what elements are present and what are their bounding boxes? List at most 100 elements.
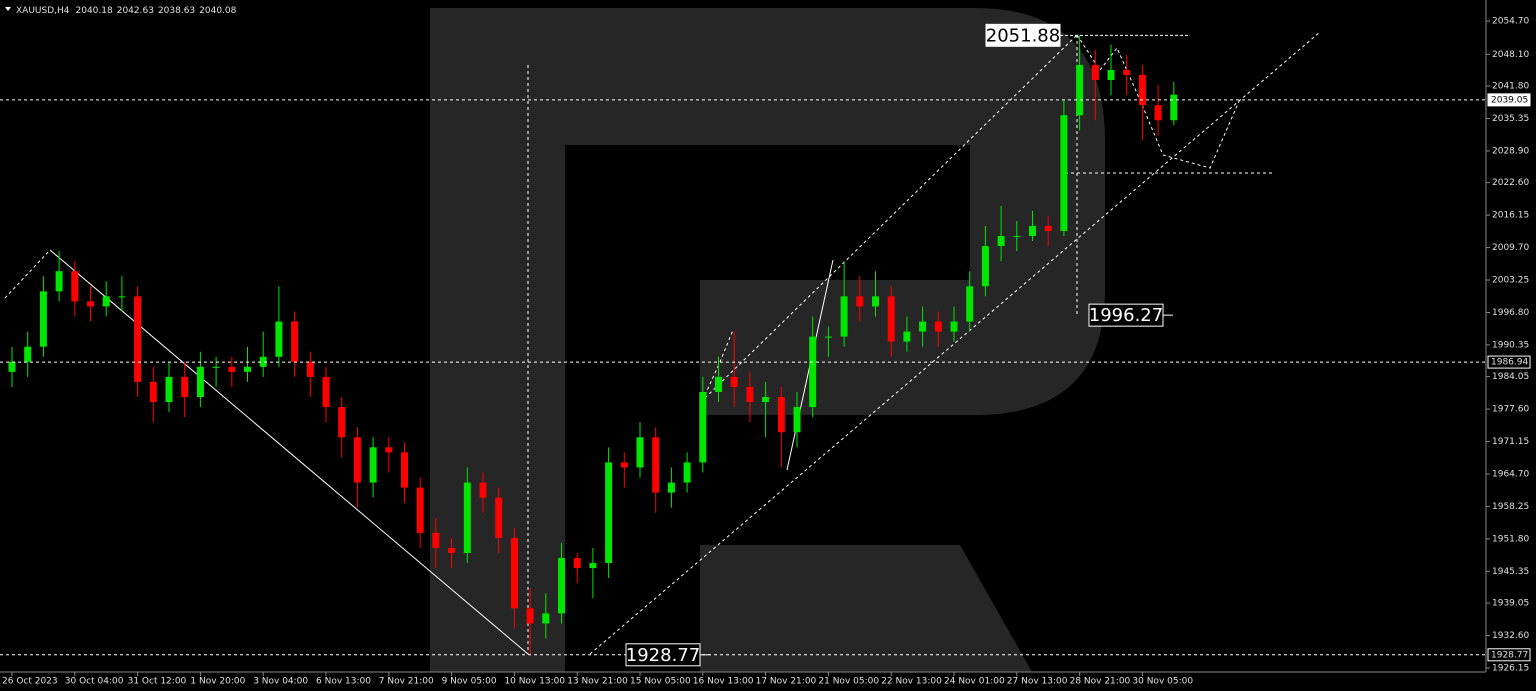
candle-body xyxy=(212,366,220,368)
candle-body xyxy=(369,447,377,483)
annotation-label: 1996.27 xyxy=(1089,305,1163,326)
y-tick-label: 2035.35 xyxy=(1492,114,1529,124)
x-tick-label: 21 Nov 05:00 xyxy=(818,677,879,687)
candle-body xyxy=(244,366,251,372)
annotation-box xyxy=(1088,303,1164,327)
x-tick-label: 31 Oct 12:00 xyxy=(128,677,187,687)
candle-body xyxy=(620,462,628,468)
candle-body xyxy=(1044,225,1052,231)
candle-body xyxy=(322,376,330,408)
x-tick-label: 30 Oct 04:00 xyxy=(65,677,124,687)
candle-body xyxy=(605,462,613,564)
candle-body xyxy=(699,391,707,463)
candle-body xyxy=(479,482,487,498)
candle-body xyxy=(385,447,393,453)
candle-body xyxy=(416,487,424,533)
candle-body xyxy=(981,246,989,287)
candle-body xyxy=(1091,64,1099,81)
candle-body xyxy=(856,296,864,307)
x-tick-label: 30 Nov 05:00 xyxy=(1132,677,1193,687)
y-tick-label: 2028.90 xyxy=(1492,146,1529,156)
y-tick-label: 2022.60 xyxy=(1492,178,1529,188)
price-tag xyxy=(1487,355,1531,369)
x-tick-label: 26 Oct 2023 xyxy=(2,677,58,687)
candle-body xyxy=(919,321,927,332)
candle-body xyxy=(950,321,958,332)
candle-body xyxy=(1013,235,1021,237)
price-tag-label: 1928.77 xyxy=(1491,650,1528,660)
symbol: XAUUSD,H4 xyxy=(16,6,70,16)
candle-body xyxy=(1060,115,1068,231)
candle-body xyxy=(667,482,675,493)
candle-body xyxy=(762,397,770,403)
candle-body xyxy=(306,361,314,377)
x-tick-label: 24 Nov 01:00 xyxy=(944,677,1005,687)
candle-body xyxy=(353,437,361,483)
candle-body xyxy=(573,558,581,569)
y-tick-label: 2009.70 xyxy=(1492,243,1529,253)
y-tick-label: 1977.60 xyxy=(1492,405,1529,415)
candle-body xyxy=(1076,64,1084,116)
candle-body xyxy=(71,271,79,302)
candle-body xyxy=(149,381,157,403)
candle-body xyxy=(715,376,722,392)
candle-body xyxy=(228,366,236,372)
candle-body xyxy=(118,296,126,298)
candle-body xyxy=(636,437,644,468)
y-tick-label: 2041.80 xyxy=(1492,82,1529,92)
candle-body xyxy=(1154,105,1162,121)
candle-body xyxy=(338,407,346,438)
price-tag xyxy=(1487,93,1531,107)
candle-body xyxy=(793,407,801,433)
y-tick-label: 1971.15 xyxy=(1492,437,1529,447)
watermark xyxy=(430,8,1105,672)
x-tick-label: 28 Nov 21:00 xyxy=(1070,677,1131,687)
price-tag-label: 2039.05 xyxy=(1491,95,1528,105)
candle-body xyxy=(196,366,204,398)
header-value: 2040.18 xyxy=(76,6,113,16)
annotation-label: 2051.88 xyxy=(986,25,1060,46)
menu-icon xyxy=(5,7,11,11)
y-tick-label: 1996.80 xyxy=(1492,308,1529,318)
candle-body xyxy=(432,532,440,548)
candle-body xyxy=(181,376,189,398)
y-tick-label: 1984.05 xyxy=(1492,372,1529,382)
header-value: 2042.63 xyxy=(117,6,154,16)
x-tick-label: 6 Nov 13:00 xyxy=(316,677,371,687)
x-tick-label: 27 Nov 13:00 xyxy=(1007,677,1068,687)
x-tick-label: 17 Nov 21:00 xyxy=(756,677,817,687)
candle-body xyxy=(903,331,911,342)
candle-body xyxy=(87,301,94,307)
candle-body xyxy=(840,296,848,337)
candle-body xyxy=(746,386,754,403)
y-tick-label: 2016.15 xyxy=(1492,211,1529,221)
candle-body xyxy=(526,608,534,624)
candle-body xyxy=(448,547,456,553)
candle-body xyxy=(275,321,283,357)
y-tick-label: 2048.10 xyxy=(1492,50,1529,60)
y-tick-label: 1932.60 xyxy=(1492,631,1529,641)
annotation-box xyxy=(625,643,701,667)
x-tick-label: 3 Nov 04:00 xyxy=(253,677,308,687)
candle-body xyxy=(934,321,942,332)
candle-body xyxy=(824,336,832,338)
price-tag-label: 1986.94 xyxy=(1491,358,1528,368)
chart-title: XAUUSD,H4 2040.18 2042.63 2038.63 2040.08 xyxy=(16,6,237,16)
x-tick-label: 10 Nov 13:00 xyxy=(504,677,565,687)
candle-body xyxy=(730,376,738,387)
candle-body xyxy=(510,537,518,609)
candle-body xyxy=(165,376,173,403)
candle-body xyxy=(1107,69,1115,81)
candle-body xyxy=(558,558,565,614)
y-tick-label: 2003.25 xyxy=(1492,276,1529,286)
candle-body xyxy=(1123,69,1131,75)
candle-body xyxy=(291,321,299,362)
candle-body xyxy=(259,356,267,367)
x-tick-label: 1 Nov 20:00 xyxy=(190,677,245,687)
candle-body xyxy=(134,296,142,382)
y-tick-label: 1926.15 xyxy=(1492,663,1529,673)
y-tick-label: 1958.25 xyxy=(1492,502,1529,512)
x-tick-label: 9 Nov 05:00 xyxy=(442,677,497,687)
